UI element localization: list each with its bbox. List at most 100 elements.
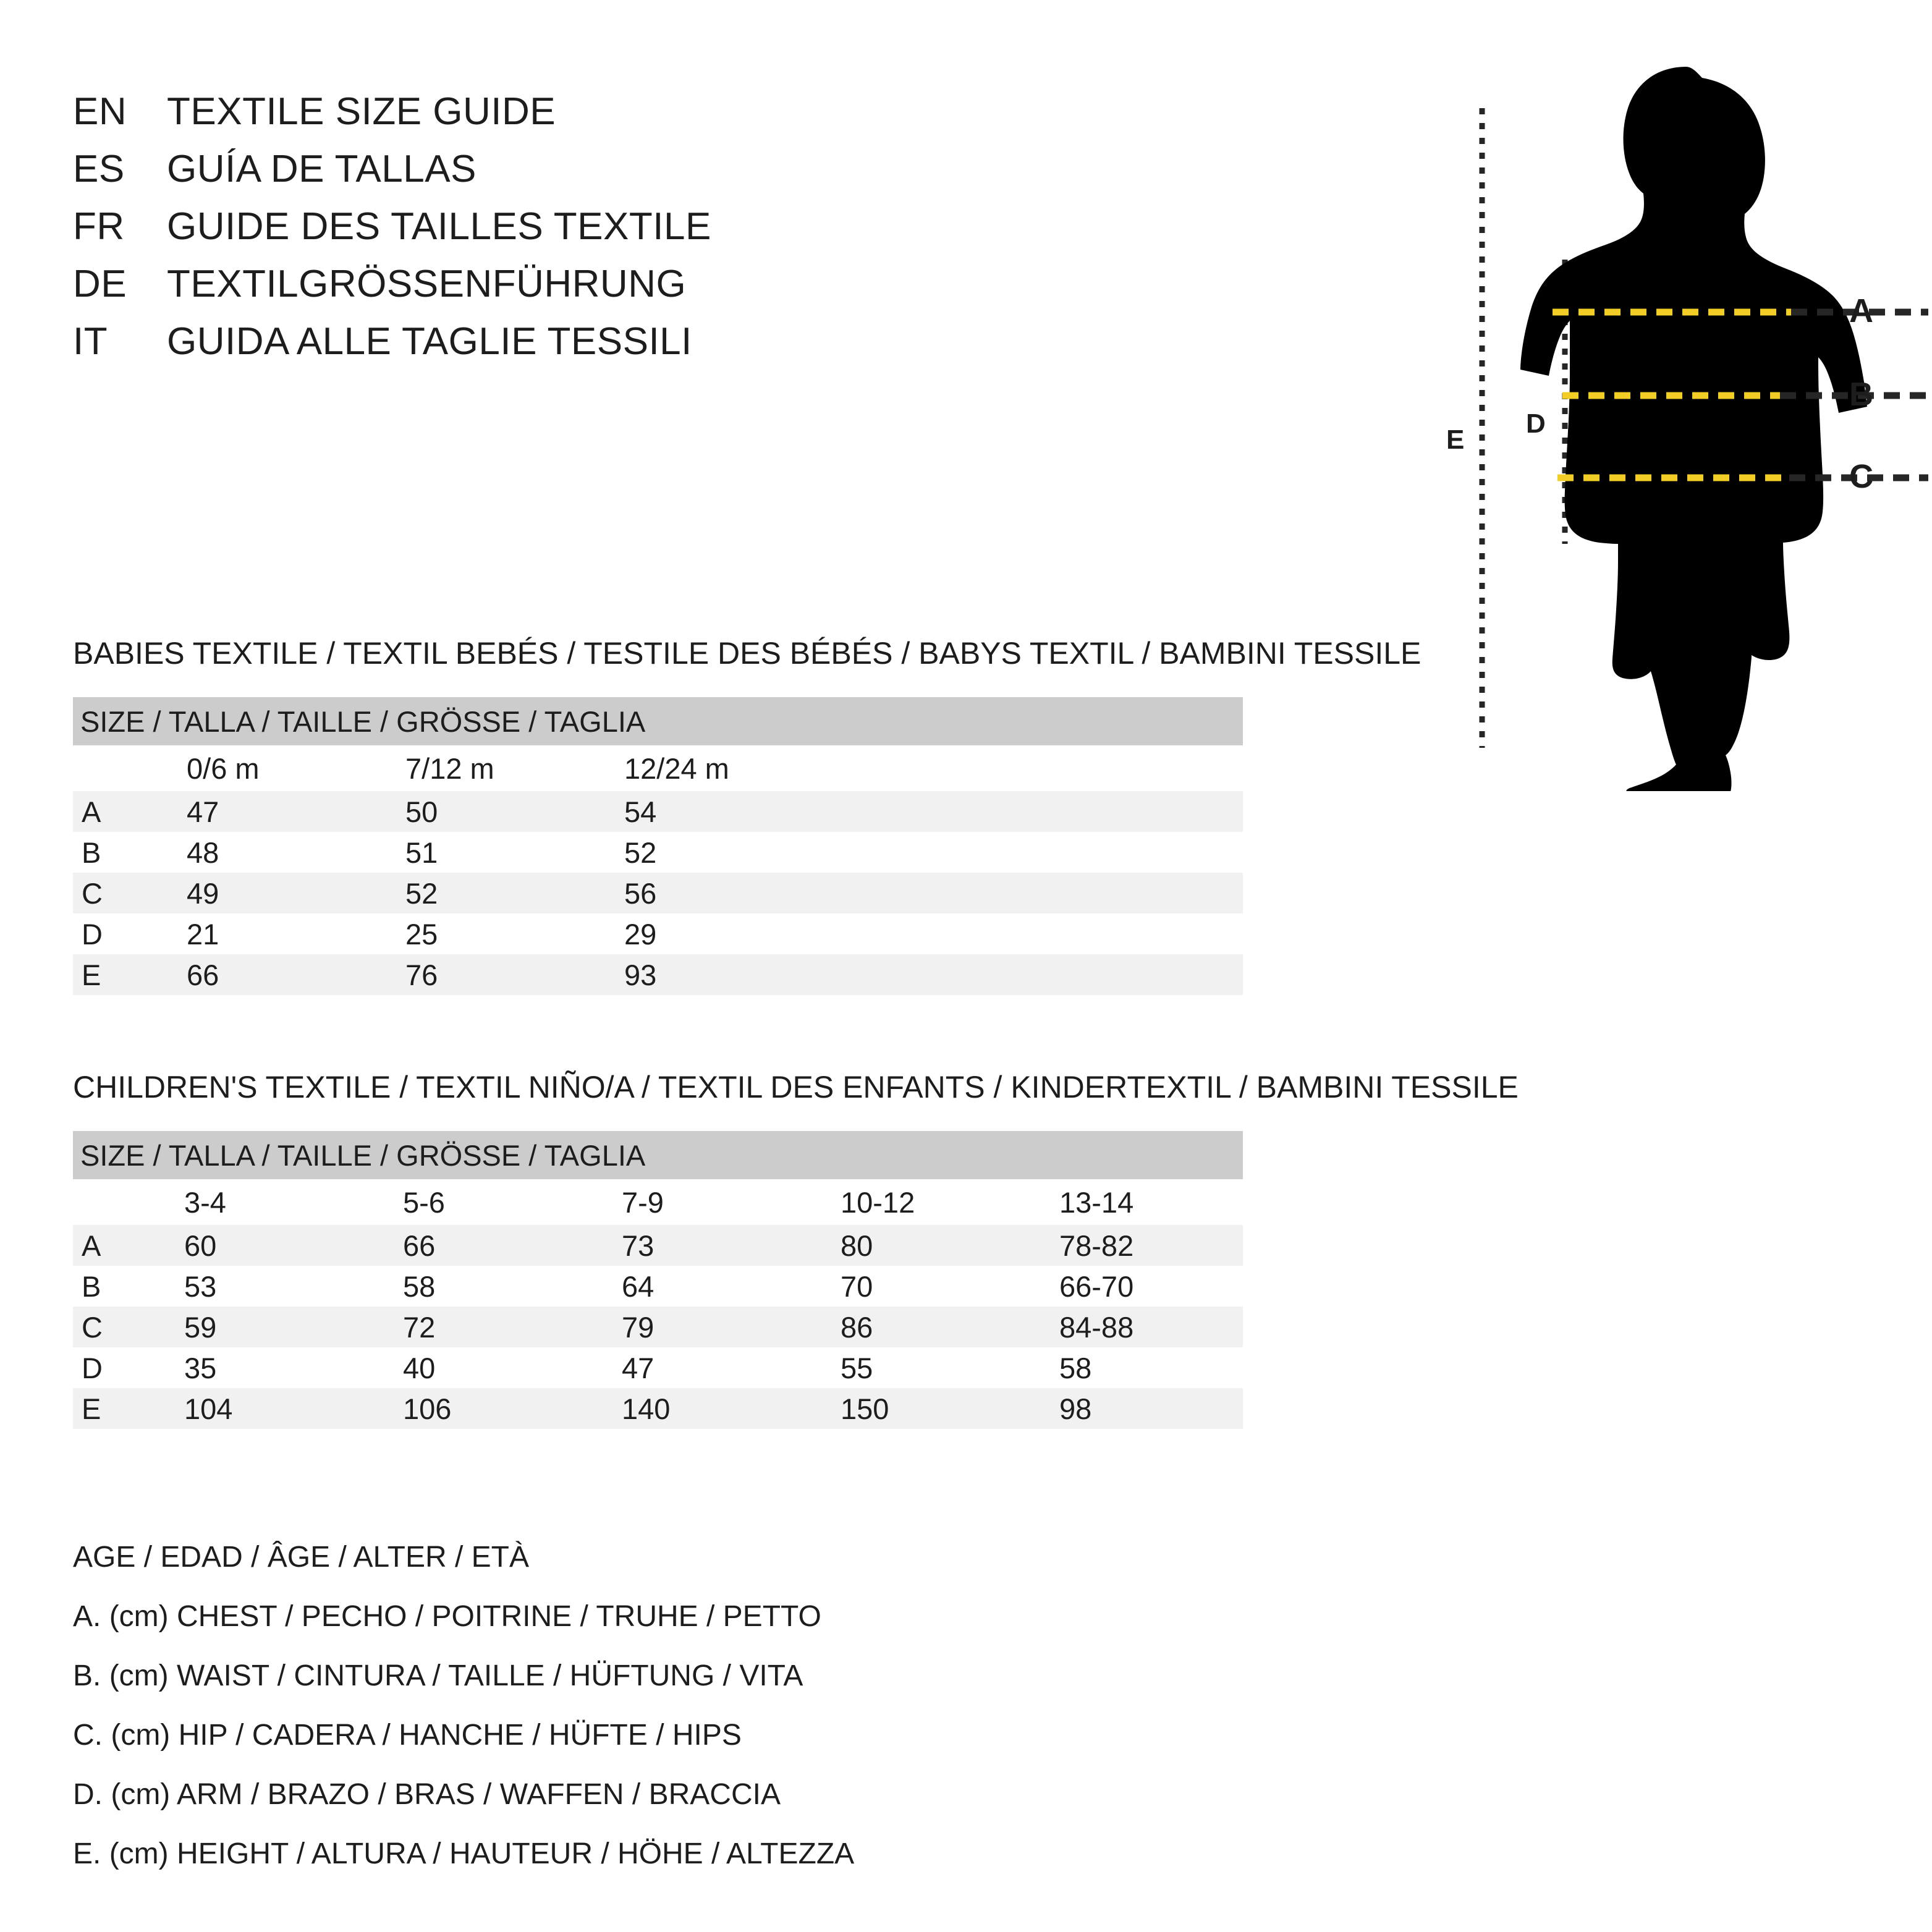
language-row-en: EN TEXTILE SIZE GUIDE [73, 93, 1247, 150]
children-cell-d-2: 47 [622, 1351, 655, 1384]
babies-row-label-b: B [82, 836, 101, 869]
children-cell-b-2: 64 [622, 1269, 655, 1303]
figure-label-e: E [1446, 425, 1465, 455]
children-cell-d-3: 55 [841, 1351, 873, 1384]
figure-label-b: B [1849, 376, 1873, 413]
babies-cell-b-0: 48 [187, 836, 219, 869]
language-code-de: DE [73, 263, 127, 305]
language-code-en: EN [73, 90, 127, 133]
babies-row-label-e: E [82, 958, 101, 991]
table-row: C 49 52 56 [73, 873, 1243, 913]
children-cell-c-2: 79 [622, 1310, 655, 1344]
legend-line-chest: A. (cm) CHEST / PECHO / POITRINE / TRUHE… [73, 1600, 821, 1633]
children-row-label-d: D [82, 1351, 103, 1384]
children-cell-a-4: 78-82 [1059, 1229, 1134, 1262]
children-cell-b-1: 58 [403, 1269, 436, 1303]
children-cell-e-4: 98 [1059, 1392, 1092, 1425]
children-cell-c-0: 59 [184, 1310, 217, 1344]
table-row: B 48 51 52 [73, 832, 1243, 873]
babies-row-label-a: A [82, 795, 101, 828]
language-row-it: IT GUIDA ALLE TAGLIE TESSILI [73, 323, 1247, 380]
children-cell-b-4: 66-70 [1059, 1269, 1134, 1303]
children-cell-e-0: 104 [184, 1392, 233, 1425]
babies-row-label-d: D [82, 917, 103, 951]
babies-cell-e-0: 66 [187, 958, 219, 991]
table-row: A 60 66 73 80 78-82 [73, 1225, 1243, 1266]
language-row-de: DE TEXTILGRÖSSENFÜHRUNG [73, 265, 1247, 323]
babies-cell-a-2: 54 [624, 795, 657, 828]
language-header: EN TEXTILE SIZE GUIDE ES GUÍA DE TALLAS … [73, 93, 1247, 380]
babies-cell-d-0: 21 [187, 917, 219, 951]
figure-label-a: A [1849, 292, 1873, 329]
babies-size-table: SIZE / TALLA / TAILLE / GRÖSSE / TAGLIA … [73, 697, 1243, 995]
babies-cell-a-1: 50 [405, 795, 438, 828]
language-title-fr: GUIDE DES TAILLES TEXTILE [167, 205, 711, 248]
measurement-legend: AGE / EDAD / ÂGE / ALTER / ETÀ A. (cm) C… [73, 1528, 1309, 1884]
children-cell-c-3: 86 [841, 1310, 873, 1344]
children-row-label-e: E [82, 1392, 101, 1425]
children-cell-d-4: 58 [1059, 1351, 1092, 1384]
babies-size-header-bar: SIZE / TALLA / TAILLE / GRÖSSE / TAGLIA [73, 697, 1243, 745]
language-title-it: GUIDA ALLE TAGLIE TESSILI [167, 320, 692, 363]
children-cell-a-3: 80 [841, 1229, 873, 1262]
children-column-header-2: 7-9 [622, 1185, 664, 1219]
legend-line-waist: B. (cm) WAIST / CINTURA / TAILLE / HÜFTU… [73, 1659, 803, 1692]
babies-cell-a-0: 47 [187, 795, 219, 828]
children-cell-b-0: 53 [184, 1269, 217, 1303]
babies-cell-e-1: 76 [405, 958, 438, 991]
language-title-es: GUÍA DE TALLAS [167, 148, 477, 190]
children-column-header-0: 3-4 [184, 1185, 226, 1219]
babies-cell-b-1: 51 [405, 836, 438, 869]
table-row: E 104 106 140 150 98 [73, 1388, 1243, 1429]
babies-column-header-row: 0/6 m 7/12 m 12/24 m [73, 745, 1243, 791]
measurement-figure: A B C D E [1440, 62, 1932, 791]
children-size-header-text: SIZE / TALLA / TAILLE / GRÖSSE / TAGLIA [80, 1138, 646, 1172]
table-row: C 59 72 79 86 84-88 [73, 1307, 1243, 1347]
children-cell-c-1: 72 [403, 1310, 436, 1344]
figure-label-d: D [1526, 409, 1546, 439]
language-row-fr: FR GUIDE DES TAILLES TEXTILE [73, 208, 1247, 265]
language-code-es: ES [73, 148, 125, 190]
table-row: D 35 40 47 55 58 [73, 1347, 1243, 1388]
table-row: E 66 76 93 [73, 954, 1243, 995]
children-row-label-a: A [82, 1229, 101, 1262]
babies-section-title: BABIES TEXTILE / TEXTIL BEBÉS / TESTILE … [73, 636, 1421, 671]
child-silhouette-icon [1520, 67, 1867, 791]
babies-column-header-0: 0/6 m [187, 752, 260, 785]
children-column-header-row: 3-4 5-6 7-9 10-12 13-14 [73, 1179, 1243, 1225]
children-cell-a-0: 60 [184, 1229, 217, 1262]
children-column-header-3: 10-12 [841, 1185, 915, 1219]
legend-line-hip: C. (cm) HIP / CADERA / HANCHE / HÜFTE / … [73, 1719, 742, 1752]
table-row: B 53 58 64 70 66-70 [73, 1266, 1243, 1307]
children-section-title: CHILDREN'S TEXTILE / TEXTIL NIÑO/A / TEX… [73, 1070, 1519, 1104]
children-size-table: SIZE / TALLA / TAILLE / GRÖSSE / TAGLIA … [73, 1131, 1243, 1429]
legend-line-height: E. (cm) HEIGHT / ALTURA / HAUTEUR / HÖHE… [73, 1837, 855, 1870]
children-size-header-bar: SIZE / TALLA / TAILLE / GRÖSSE / TAGLIA [73, 1131, 1243, 1179]
table-row: D 21 25 29 [73, 913, 1243, 954]
babies-column-header-2: 12/24 m [624, 752, 729, 785]
babies-row-label-c: C [82, 876, 103, 910]
children-cell-e-3: 150 [841, 1392, 889, 1425]
children-column-header-4: 13-14 [1059, 1185, 1134, 1219]
table-row: A 47 50 54 [73, 791, 1243, 832]
babies-cell-c-1: 52 [405, 876, 438, 910]
babies-cell-d-1: 25 [405, 917, 438, 951]
children-section: CHILDREN'S TEXTILE / TEXTIL NIÑO/A / TEX… [73, 1072, 1556, 1429]
children-cell-c-4: 84-88 [1059, 1310, 1134, 1344]
children-cell-e-1: 106 [403, 1392, 452, 1425]
language-title-de: TEXTILGRÖSSENFÜHRUNG [167, 263, 687, 305]
babies-cell-c-0: 49 [187, 876, 219, 910]
children-cell-d-1: 40 [403, 1351, 436, 1384]
children-cell-b-3: 70 [841, 1269, 873, 1303]
language-code-it: IT [73, 320, 108, 363]
language-row-es: ES GUÍA DE TALLAS [73, 150, 1247, 208]
babies-cell-c-2: 56 [624, 876, 657, 910]
legend-line-arm: D. (cm) ARM / BRAZO / BRAS / WAFFEN / BR… [73, 1778, 781, 1811]
language-title-en: TEXTILE SIZE GUIDE [167, 90, 556, 133]
language-code-fr: FR [73, 205, 125, 248]
figure-label-c: C [1849, 458, 1873, 495]
babies-section: BABIES TEXTILE / TEXTIL BEBÉS / TESTILE … [73, 638, 1556, 995]
babies-cell-d-2: 29 [624, 917, 657, 951]
children-cell-d-0: 35 [184, 1351, 217, 1384]
babies-column-header-1: 7/12 m [405, 752, 494, 785]
